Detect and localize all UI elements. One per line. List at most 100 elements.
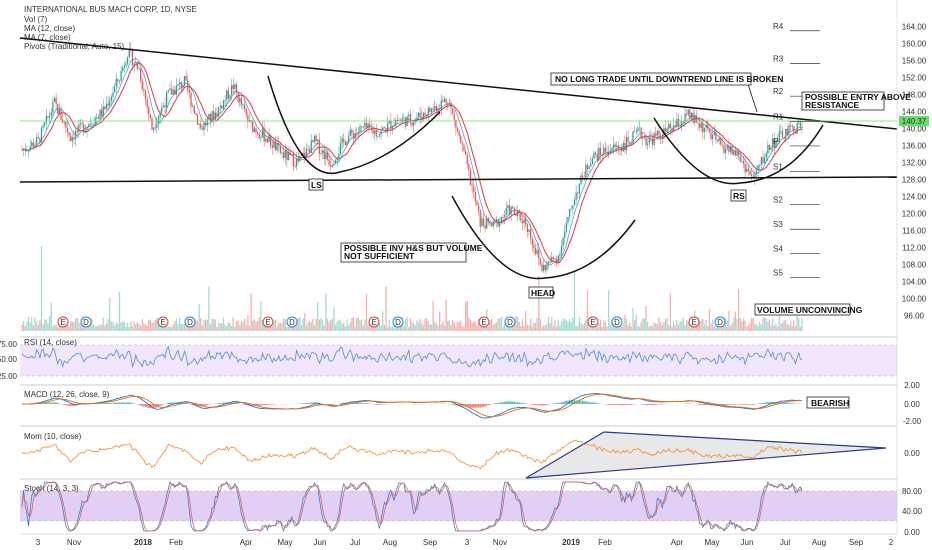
event-marker[interactable]	[80, 316, 92, 328]
volume-bar	[149, 319, 152, 331]
candle	[669, 124, 672, 129]
macd-hist-bar	[471, 404, 473, 408]
macd-hist-bar	[354, 402, 356, 404]
volume-bar	[661, 324, 663, 331]
macd-hist-bar	[494, 403, 496, 404]
time-axis: 3 Nov 2018 Feb Apr May Jun Jul Aug Sep 3 Nov 2019 Feb…	[36, 538, 894, 547]
pivot-label: R4	[773, 22, 784, 31]
candle	[599, 147, 602, 155]
macd-hist-bar	[265, 404, 267, 406]
volume-bar	[125, 326, 127, 331]
event-marker[interactable]	[286, 316, 298, 328]
event-marker[interactable]	[688, 316, 700, 328]
annotation-downtrend: NO LONG TRADE UNTIL DOWNTREND LINE IS BR…	[550, 72, 783, 86]
candle	[718, 137, 720, 142]
event-marker[interactable]	[184, 316, 196, 328]
annotation-ls: LS	[308, 178, 324, 191]
annotation-head: HEAD	[528, 286, 555, 299]
macd-hist-bar	[57, 402, 59, 404]
pivot-label: S2	[773, 196, 783, 205]
candle	[435, 106, 438, 112]
macd-hist-bar	[146, 404, 148, 408]
event-marker[interactable]	[611, 316, 623, 328]
event-marker[interactable]	[392, 316, 404, 328]
event-marker[interactable]	[587, 316, 599, 328]
volume-bar	[117, 323, 119, 331]
macd-hist-bar	[625, 404, 628, 405]
rsi-panel: RSI (14, close) 50.00 75.00 25.00	[0, 336, 897, 381]
candle	[765, 153, 767, 158]
volume-bar	[799, 326, 802, 331]
macd-hist-bar	[185, 402, 187, 404]
candle	[216, 112, 218, 117]
candle	[507, 205, 509, 208]
macd-hist-bar	[785, 402, 787, 404]
candle	[651, 138, 654, 145]
volume-bar	[386, 326, 389, 331]
volume-bar	[637, 325, 639, 331]
volume-bar	[442, 321, 444, 331]
candle	[490, 223, 493, 227]
candle	[710, 132, 712, 139]
event-marker[interactable]	[478, 316, 490, 328]
volume-bar	[44, 319, 46, 331]
candle	[757, 165, 759, 171]
macd-hist-bar	[698, 404, 701, 405]
macd-hist-bar	[624, 404, 626, 406]
candle	[430, 108, 433, 113]
event-marker[interactable]	[57, 316, 69, 328]
candle	[749, 171, 751, 175]
pivot-label: S1	[773, 162, 783, 171]
volume-bar	[258, 317, 260, 331]
macd-hist-bar	[460, 404, 462, 407]
macd-hist-bar	[453, 404, 455, 405]
candle	[703, 127, 706, 133]
macd-hist-bar	[765, 402, 767, 404]
volume-bar	[310, 322, 312, 331]
volume-bar	[404, 319, 407, 331]
volume-bar	[489, 320, 491, 331]
macd-hist-bar	[167, 402, 169, 404]
price-panel	[20, 12, 897, 337]
candle	[508, 205, 511, 215]
candle	[786, 128, 789, 135]
event-marker-label: E	[481, 318, 486, 327]
volume-bar	[61, 325, 64, 331]
macd-hist-bar	[557, 402, 559, 404]
candle	[799, 122, 802, 128]
event-marker[interactable]	[262, 316, 274, 328]
volume-bar	[450, 325, 452, 331]
event-marker[interactable]	[504, 316, 516, 328]
candle	[737, 151, 740, 157]
volume-bar	[50, 302, 52, 331]
volume-bar	[308, 321, 311, 331]
candle	[729, 146, 732, 152]
candle	[445, 99, 447, 104]
event-marker[interactable]	[368, 316, 380, 328]
volume-bar	[598, 323, 600, 331]
neckline	[19, 176, 898, 183]
macd-hist-bar	[364, 403, 366, 404]
event-marker[interactable]	[714, 316, 726, 328]
candle	[417, 112, 420, 118]
volume-bar	[737, 288, 740, 331]
rsi-tick-25: 25.00	[0, 372, 18, 381]
candle	[320, 153, 322, 154]
volume-bar	[256, 320, 259, 331]
volume-bar	[213, 318, 215, 331]
candle	[781, 131, 784, 138]
event-marker[interactable]	[157, 316, 169, 328]
candle	[229, 95, 231, 99]
candle	[138, 68, 140, 70]
volume-bar	[503, 323, 506, 331]
macd-hist-bar	[487, 404, 490, 406]
macd-hist-bar	[754, 404, 756, 405]
volume-bar	[375, 323, 377, 331]
volume-bar	[622, 323, 624, 331]
candle	[596, 154, 598, 161]
candle	[539, 258, 542, 265]
volume-bar	[252, 320, 254, 331]
volume-bar	[750, 317, 753, 331]
volume-bar	[169, 326, 171, 331]
volume-bar	[274, 319, 277, 331]
